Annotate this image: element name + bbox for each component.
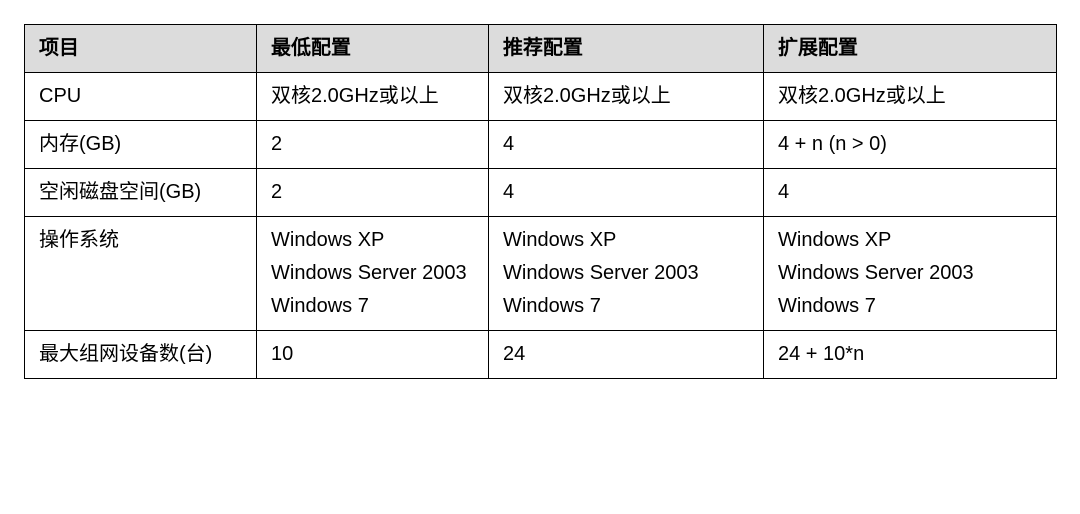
table-row: 最大组网设备数(台) 10 24 24 + 10*n xyxy=(25,331,1057,379)
cell: 双核2.0GHz或以上 xyxy=(764,73,1057,121)
col-header-rec: 推荐配置 xyxy=(489,25,764,73)
row-label-disk: 空闲磁盘空间(GB) xyxy=(25,169,257,217)
os-item: Windows XP xyxy=(271,227,474,254)
table-row: 空闲磁盘空间(GB) 2 4 4 xyxy=(25,169,1057,217)
os-item: Windows XP xyxy=(503,227,749,254)
table-header-row: 项目 最低配置 推荐配置 扩展配置 xyxy=(25,25,1057,73)
cell: 24 xyxy=(489,331,764,379)
cell: 4 xyxy=(489,121,764,169)
cell: 4 xyxy=(489,169,764,217)
cell-os-min: Windows XP Windows Server 2003 Windows 7 xyxy=(257,217,489,331)
table-row: 操作系统 Windows XP Windows Server 2003 Wind… xyxy=(25,217,1057,331)
os-item: Windows 7 xyxy=(271,293,474,320)
cell: 10 xyxy=(257,331,489,379)
cell: 4 xyxy=(764,169,1057,217)
os-item: Windows Server 2003 xyxy=(778,260,1042,287)
row-label-cpu: CPU xyxy=(25,73,257,121)
cell: 2 xyxy=(257,121,489,169)
col-header-item: 项目 xyxy=(25,25,257,73)
col-header-ext: 扩展配置 xyxy=(764,25,1057,73)
row-label-devices: 最大组网设备数(台) xyxy=(25,331,257,379)
os-item: Windows XP xyxy=(778,227,1042,254)
row-label-os: 操作系统 xyxy=(25,217,257,331)
os-item: Windows 7 xyxy=(503,293,749,320)
table-row: 内存(GB) 2 4 4 + n (n > 0) xyxy=(25,121,1057,169)
specs-table: 项目 最低配置 推荐配置 扩展配置 CPU 双核2.0GHz或以上 双核2.0G… xyxy=(24,24,1057,379)
table-row: CPU 双核2.0GHz或以上 双核2.0GHz或以上 双核2.0GHz或以上 xyxy=(25,73,1057,121)
cell: 24 + 10*n xyxy=(764,331,1057,379)
row-label-memory: 内存(GB) xyxy=(25,121,257,169)
cell: 4 + n (n > 0) xyxy=(764,121,1057,169)
cell: 2 xyxy=(257,169,489,217)
cell-os-rec: Windows XP Windows Server 2003 Windows 7 xyxy=(489,217,764,331)
os-item: Windows 7 xyxy=(778,293,1042,320)
os-item: Windows Server 2003 xyxy=(271,260,474,287)
os-item: Windows Server 2003 xyxy=(503,260,749,287)
cell-os-ext: Windows XP Windows Server 2003 Windows 7 xyxy=(764,217,1057,331)
cell: 双核2.0GHz或以上 xyxy=(489,73,764,121)
cell: 双核2.0GHz或以上 xyxy=(257,73,489,121)
col-header-min: 最低配置 xyxy=(257,25,489,73)
